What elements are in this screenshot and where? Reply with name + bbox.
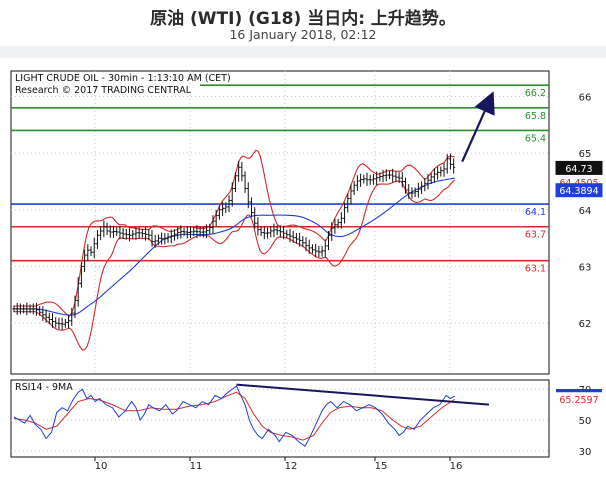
level-label: 63.7: [525, 230, 546, 241]
chart-canvas: 62 63 64 65 66 10 11 12 15 16 66.2 65.8 65.4 64.1 63.…: [10, 70, 603, 472]
grid-layer: 62 63 64 65 66 10 11 12 15 16: [11, 71, 591, 472]
bollinger-lower: [14, 179, 456, 351]
x-tick-label: 15: [375, 461, 388, 472]
level-label: 63.1: [525, 264, 546, 275]
level-label: 65.4: [525, 133, 546, 144]
chart-credit: Research © 2017 TRADING CENTRAL: [15, 85, 192, 96]
level-label: 65.8: [525, 111, 546, 122]
x-tick-label: 12: [285, 461, 298, 472]
bollinger-layer: [14, 149, 456, 351]
price-tag: [555, 160, 603, 175]
level-label: 66.2: [525, 88, 546, 99]
price-y-tick-label: 64: [579, 206, 592, 217]
price-layer: [12, 91, 495, 331]
page-subtitle: 16 January 2018, 02:12: [229, 27, 377, 42]
price-y-tick-label: 65: [579, 149, 592, 160]
price-tag-label: 64.3894: [559, 186, 598, 197]
page-title: 原油 (WTI) (G18) 当日内: 上升趋势。: [150, 9, 456, 29]
rsi-label: RSI14 - 9MA: [15, 382, 73, 393]
rsi-ma-line: [13, 391, 456, 441]
price-y-tick-label: 63: [579, 262, 592, 273]
x-tick-label: 11: [190, 461, 203, 472]
rsi-y-tick-label: 50: [579, 416, 592, 427]
price-tag: [555, 183, 603, 198]
rsi-y-tick-label: 30: [579, 447, 592, 458]
price-y-tick-label: 66: [579, 92, 592, 103]
x-tick-label: 10: [95, 461, 108, 472]
rsi-line: [13, 385, 455, 447]
rsi-panel: [10, 379, 550, 458]
forecast-arrow: [461, 91, 495, 163]
rsi-trendline: [236, 383, 490, 406]
price-y-tick-label: 62: [579, 319, 592, 330]
x-tick-label: 16: [450, 461, 463, 472]
moving-average: [14, 177, 455, 316]
price-tag-label: 64.73: [565, 164, 592, 175]
rsi-value-tag: [556, 392, 602, 406]
rsi-value-tag-label: 65.2597: [559, 395, 598, 406]
chart-title: LIGHT CRUDE OIL - 30min - 1:13:10 AM (CE…: [15, 73, 231, 84]
bollinger-upper: [14, 149, 455, 317]
header-band: [0, 46, 606, 58]
level-label: 64.1: [525, 207, 546, 218]
